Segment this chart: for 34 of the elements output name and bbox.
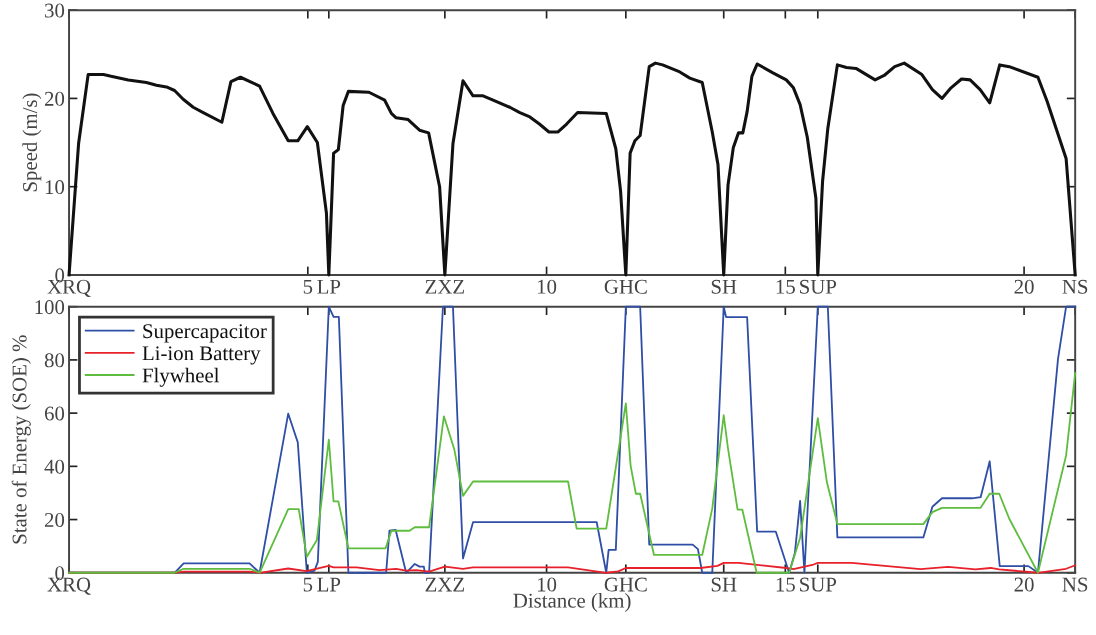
x-tick-label: LP — [317, 279, 341, 294]
x-tick-label: 10 — [537, 577, 557, 592]
y-tick-label: 60 — [44, 406, 65, 421]
x-tick-label: 10 — [537, 279, 557, 294]
y-tick-label: 80 — [44, 353, 65, 368]
y-tick-label: 20 — [44, 512, 65, 527]
y-axis-title: State of Energy (SOE) % — [11, 335, 31, 544]
x-tick-label: LP — [317, 577, 341, 592]
x-tick-label: SUP — [800, 577, 837, 592]
x-tick-label: GHC — [604, 279, 647, 294]
legend-label: Supercapacitor — [143, 324, 267, 343]
y-tick-label: 30 — [45, 3, 65, 18]
x-tick-label: ZXZ — [425, 279, 464, 294]
x-tick-label: 15 — [776, 279, 795, 294]
x-tick-label: NS — [1062, 577, 1088, 592]
x-tick-label: SUP — [800, 279, 837, 294]
y-tick-label: 100 — [35, 300, 65, 315]
x-axis-title: Distance (km) — [513, 593, 631, 612]
x-tick-label: 20 — [1014, 577, 1034, 592]
y-tick-label: 10 — [45, 180, 65, 195]
legend-label: Li-ion Battery — [142, 346, 261, 365]
x-tick-label: SH — [711, 577, 737, 592]
x-tick-label: ZXZ — [425, 577, 464, 592]
x-tick-label: NS — [1062, 279, 1088, 294]
x-tick-label: 5 — [303, 279, 313, 294]
x-tick-label: 20 — [1014, 279, 1034, 294]
y-tick-label: 20 — [44, 91, 65, 106]
x-tick-label: SH — [711, 279, 737, 294]
legend-label: Flywheel — [142, 367, 220, 387]
x-tick-label: 15 — [776, 577, 795, 592]
x-tick-label: 5 — [303, 577, 313, 592]
y-tick-label: 40 — [44, 459, 65, 474]
y-axis-title: Speed (m/s) — [22, 93, 42, 192]
x-tick-label: GHC — [604, 577, 647, 592]
